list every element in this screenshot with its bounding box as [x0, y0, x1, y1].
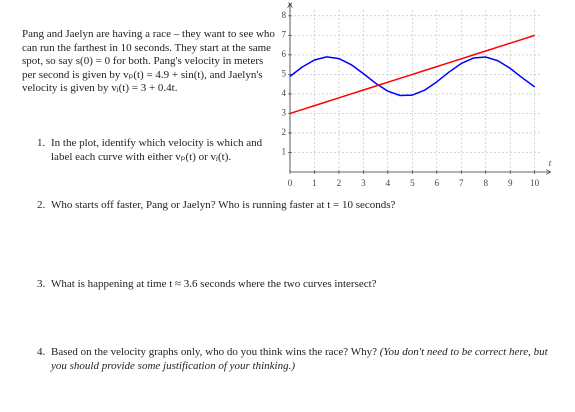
y-axis-label: v — [288, 0, 292, 9]
question-number: 1. — [37, 137, 46, 149]
y-tick-label: 4 — [282, 88, 287, 98]
x-tick-label: 10 — [530, 178, 540, 188]
y-tick-label: 2 — [282, 127, 287, 137]
x-tick-label: 7 — [459, 178, 464, 188]
y-tick-label: 3 — [282, 108, 287, 118]
y-tick-label: 5 — [282, 68, 287, 78]
question-text: In the plot, identify which velocity is … — [51, 137, 263, 163]
x-tick-label: 6 — [435, 178, 440, 188]
x-axis-label: t — [549, 158, 552, 168]
intro: Pang and Jaelyn are having a race – they… — [22, 28, 275, 95]
question: 1. In the plot, identify which velocity … — [37, 137, 266, 164]
line — [289, 56, 536, 97]
question-number: 2. — [37, 199, 46, 211]
question-text: What is happening at time t ≈ 3.6 second… — [51, 278, 377, 290]
x-tick-label: 3 — [361, 178, 366, 188]
x-tick-label: 8 — [483, 178, 488, 188]
question: 2. Who starts off faster, Pang or Jaelyn… — [37, 199, 561, 213]
y-tick-label: 6 — [282, 49, 287, 59]
y-tick-label: 8 — [282, 10, 287, 20]
question-number: 3. — [37, 278, 46, 290]
x-tick-label: 1 — [312, 178, 317, 188]
x-tick-label: 0 — [288, 178, 293, 188]
x-tick-label: 5 — [410, 178, 415, 188]
x-tick-label: 4 — [386, 178, 391, 188]
chart: 1 2 3 4 5 6 7 8 0 1 2 3 4 5 6 7 8 9 10 t v — [282, 0, 552, 188]
question-text: Who starts off faster, Pang or Jaelyn? W… — [51, 199, 396, 211]
question-number: 4. — [37, 346, 46, 358]
question-text: Based on the velocity graphs only, who d… — [51, 346, 377, 358]
line — [289, 34, 535, 115]
question: 3. What is happening at time t ≈ 3.6 sec… — [37, 278, 561, 292]
x-tick-label: 9 — [508, 178, 513, 188]
question-note: (You don't need to be correct here, but … — [51, 346, 548, 372]
y-tick-label: 1 — [282, 147, 287, 157]
y-tick-label: 7 — [282, 29, 287, 39]
x-tick-label: 2 — [337, 178, 342, 188]
question: 4. Based on the velocity graphs only, wh… — [37, 346, 561, 373]
